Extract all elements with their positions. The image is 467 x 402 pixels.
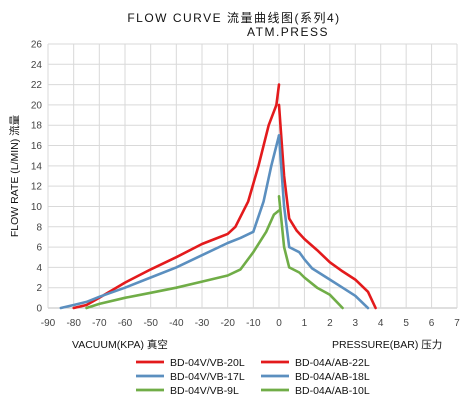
series-line-bd-04v-vb-17l [59,134,281,310]
y-tick-label: 12 [31,182,43,193]
series-line-bd-04a-ab-18l [277,134,370,310]
x-tick-label-vacuum: -20 [220,318,235,329]
series-lines [59,83,377,310]
x-tick-label-vacuum: -10 [246,318,261,329]
x-tick-label-pressure: 1 [302,318,308,329]
x-tick-label-vacuum: -90 [41,318,56,329]
y-axis-label: FLOW RATE (L/MIN) 流量 [8,114,21,237]
x-tick-label-pressure: 5 [403,318,409,329]
chart-subtitle: ATM.PRESS [247,25,329,39]
legend-entry: BD-04A/AB-18L [295,371,370,383]
x-axis-label-vacuum: VACUUM(KPA) 真空 [72,338,168,351]
legend-entry: BD-04V/VB-20L [170,357,245,369]
legend-entry: BD-04A/AB-22L [295,357,370,369]
y-tick-label: 20 [31,100,43,111]
y-tick-label: 16 [31,141,43,152]
series-line-bd-04v-vb-9l [85,209,281,310]
x-tick-label-vacuum: -80 [66,318,81,329]
y-tick-label: 2 [36,283,42,294]
x-tick-label-vacuum: -70 [92,318,107,329]
y-tick-label: 0 [36,304,42,315]
y-tick-label: 10 [31,202,43,213]
x-axis-label-pressure: PRESSURE(BAR) 压力 [332,338,442,351]
y-tick-label: 14 [31,161,43,172]
grid-lines [47,43,458,309]
x-tick-label-pressure: 3 [353,318,359,329]
x-tick-label-vacuum: -50 [143,318,158,329]
x-tick-label-vacuum: -30 [195,318,210,329]
legend: BD-04V/VB-20L BD-04A/AB-22L BD-04V/VB-17L B… [136,357,370,397]
x-tick-label-pressure: 7 [454,318,460,329]
y-tick-label: 4 [36,263,42,274]
x-tick-label-vacuum: 0 [276,318,282,329]
y-tick-label: 6 [36,243,42,254]
x-tick-labels: -90 -80 -70 -60 -50 -40 -30 -20 -10 0 1 2 3 4 5 6 7 [41,318,460,329]
legend-entry: BD-04V/VB-9L [170,385,239,397]
y-tick-label: 18 [31,121,43,132]
legend-entry: BD-04V/VB-17L [170,371,245,383]
legend-entry: BD-04A/AB-10L [295,385,370,397]
x-tick-label-vacuum: -60 [118,318,133,329]
series-line-bd-04a-ab-10l [277,195,344,310]
y-tick-label: 24 [31,60,43,71]
x-tick-label-pressure: 4 [378,318,384,329]
x-tick-label-pressure: 2 [327,318,333,329]
chart-title: FLOW CURVE 流量曲线图(系列4) [127,11,340,25]
x-tick-label-vacuum: -40 [169,318,184,329]
y-tick-label: 8 [36,222,42,233]
series-line-bd-04a-ab-22l [277,103,377,310]
y-tick-label: 26 [31,40,43,51]
x-tick-label-pressure: 6 [429,318,435,329]
y-tick-label: 22 [31,80,43,91]
